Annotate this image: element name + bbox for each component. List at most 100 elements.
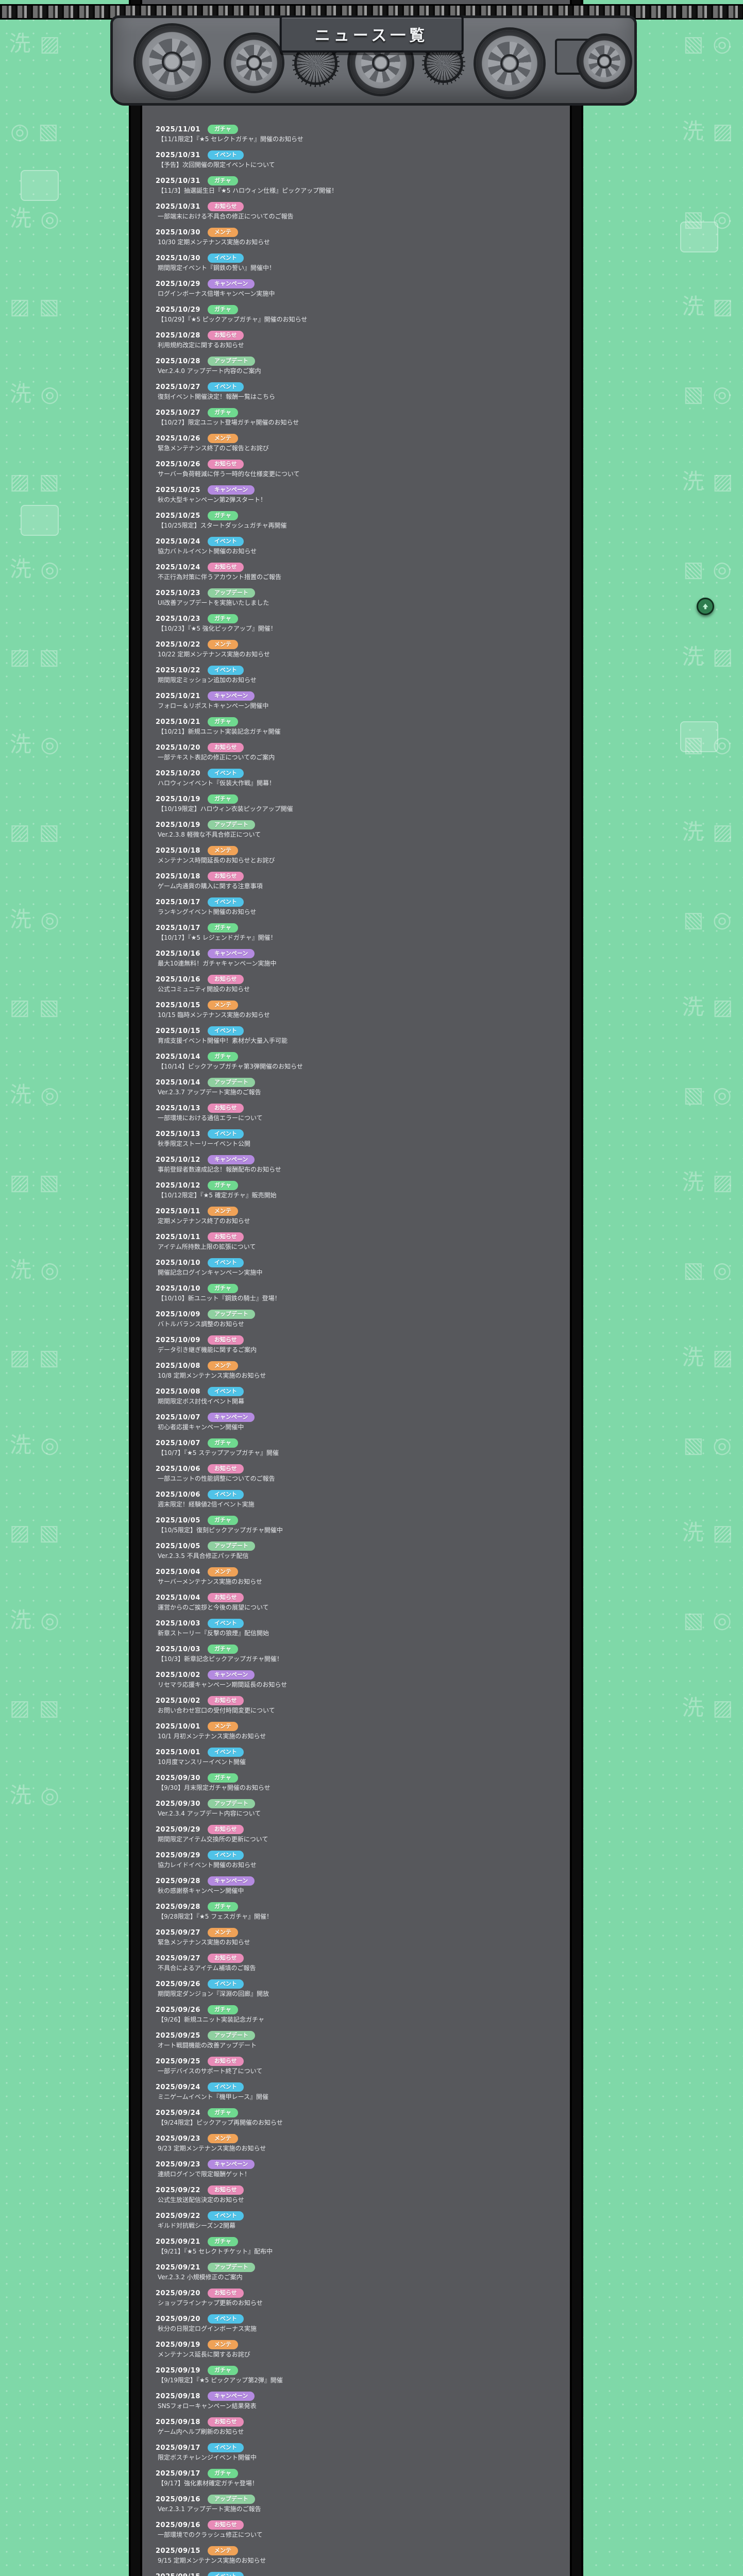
news-row[interactable]: 2025/10/17 ガチャ 【10/17】『★5 レジェンドガチャ』開催！ [156, 920, 561, 946]
news-title[interactable]: 一部デバイスのサポート終了について [158, 2067, 263, 2075]
news-row[interactable]: 2025/09/27 お知らせ 不具合によるアイテム補填のご報告 [156, 1951, 561, 1976]
news-row[interactable]: 2025/09/24 イベント ミニゲームイベント『機甲レース』開催 [156, 2079, 561, 2105]
news-title[interactable]: 週末限定！経験値2倍イベント実施 [158, 1501, 255, 1508]
news-title[interactable]: 初心者応援キャンペーン開催中 [158, 1423, 244, 1431]
news-row[interactable]: 2025/09/30 ガチャ 【9/30】月末限定ガチャ開催のお知らせ [156, 1770, 561, 1796]
news-title[interactable]: Ver.2.3.8 軽微な不具合修正について [158, 831, 261, 838]
news-title[interactable]: ショップラインナップ更新のお知らせ [158, 2299, 263, 2307]
news-row[interactable]: 2025/09/23 キャンペーン 連続ログインで限定報酬ゲット！ [156, 2157, 561, 2182]
news-title[interactable]: サーバーメンテナンス実施のお知らせ [158, 1578, 262, 1585]
news-title[interactable]: メンテナンス時間延長のお知らせとお詫び [158, 857, 275, 864]
news-row[interactable]: 2025/10/06 イベント 週末限定！経験値2倍イベント実施 [156, 1487, 561, 1513]
news-row[interactable]: 2025/10/01 イベント 10月度マンスリーイベント開催 [156, 1744, 561, 1770]
news-row[interactable]: 2025/10/14 アップデート Ver.2.3.7 アップデート実施のご報告 [156, 1075, 561, 1100]
news-row[interactable]: 2025/10/23 アップデート UI改善アップデートを実施いたしました [156, 585, 561, 611]
news-row[interactable]: 2025/09/29 お知らせ 期間限定アイテム交換所の更新について [156, 1822, 561, 1848]
news-title[interactable]: 一部ユニットの性能調整についてのご報告 [158, 1475, 275, 1482]
news-row[interactable]: 2025/10/09 お知らせ データ引き継ぎ機能に関するご案内 [156, 1332, 561, 1358]
news-title[interactable]: 一部テキスト表記の修正についてのご案内 [158, 754, 275, 761]
news-row[interactable]: 2025/09/18 お知らせ ゲーム内ヘルプ刷新のお知らせ [156, 2414, 561, 2440]
news-title[interactable]: Ver.2.3.5 不具合修正パッチ配信 [158, 1552, 249, 1560]
news-row[interactable]: 2025/10/05 ガチャ 【10/5限定】復刻ピックアップガチャ開催中 [156, 1513, 561, 1538]
news-row[interactable]: 2025/09/21 アップデート Ver.2.3.2 小規模修正のご案内 [156, 2260, 561, 2285]
news-title[interactable]: 復刻イベント開催決定！報酬一覧はこちら [158, 393, 276, 400]
news-title[interactable]: ハロウィンイベント『仮装大作戦』開幕！ [158, 779, 276, 787]
news-row[interactable]: 2025/09/17 イベント 限定ボスチャレンジイベント開催中 [156, 2440, 561, 2466]
news-row[interactable]: 2025/10/20 お知らせ 一部テキスト表記の修正についてのご案内 [156, 740, 561, 766]
news-row[interactable]: 2025/10/25 ガチャ 【10/25限定】スタートダッシュガチャ再開催 [156, 508, 561, 534]
news-title[interactable]: 10/22 定期メンテナンス実施のお知らせ [158, 651, 270, 658]
news-row[interactable]: 2025/10/12 キャンペーン 事前登録者数達成記念！報酬配布のお知らせ [156, 1152, 561, 1178]
news-title[interactable]: 【10/25限定】スタートダッシュガチャ再開催 [158, 522, 287, 529]
news-title[interactable]: 【9/26】新規ユニット実装記念ガチャ [158, 2016, 264, 2023]
news-title[interactable]: 育成支援イベント開催中！素材が大量入手可能 [158, 1037, 288, 1044]
news-row[interactable]: 2025/10/16 お知らせ 公式コミュニティ開設のお知らせ [156, 972, 561, 997]
news-title[interactable]: データ引き継ぎ機能に関するご案内 [158, 1346, 257, 1353]
news-row[interactable]: 2025/09/26 イベント 期間限定ダンジョン『深淵の回廊』開放 [156, 1976, 561, 2002]
news-row[interactable]: 2025/09/15イベント敬老の日記念イベント開催 [156, 2569, 561, 2576]
news-title[interactable]: 運営からのご挨拶と今後の展望について [158, 1604, 269, 1611]
news-row[interactable]: 2025/10/22 イベント 期間限定ミッション追加のお知らせ [156, 663, 561, 688]
news-row[interactable]: 2025/09/22 イベント ギルド対抗戦シーズン2開幕 [156, 2208, 561, 2234]
news-title[interactable]: 10/1 月初メンテナンス実施のお知らせ [158, 1733, 266, 1740]
news-title[interactable]: 【9/28限定】『★5 フェスガチャ』開催！ [158, 1913, 273, 1920]
news-title[interactable]: 9/15 定期メンテナンス実施のお知らせ [158, 2557, 266, 2564]
news-title[interactable]: 9/23 定期メンテナンス実施のお知らせ [158, 2145, 266, 2152]
news-title[interactable]: SNSフォローキャンペーン結果発表 [158, 2402, 257, 2410]
news-row[interactable]: 2025/10/27 ガチャ 【10/27】限定ユニット登場ガチャ開催のお知らせ [156, 405, 561, 431]
news-title[interactable]: リセマラ応援キャンペーン期間延長のお知らせ [158, 1681, 288, 1688]
news-title[interactable]: オート戦闘機能の改善アップデート [158, 2042, 257, 2049]
news-row[interactable]: 2025/11/01 ガチャ 【11/1限定】『★5 セレクトガチャ』開催のお知らせ [156, 122, 561, 147]
news-title[interactable]: バトルバランス調整のお知らせ [158, 1320, 244, 1328]
news-title[interactable]: 【9/21】『★5 セレクトチケット』配布中 [158, 2248, 273, 2255]
back-to-top-button[interactable] [697, 598, 714, 615]
news-title[interactable]: 【10/21】新規ユニット実装記念ガチャ開催 [158, 728, 281, 735]
news-title[interactable]: 協力レイドイベント開催のお知らせ [158, 1861, 257, 1869]
news-row[interactable]: 2025/10/26 メンテ 緊急メンテナンス終了のご報告とお詫び [156, 431, 561, 456]
news-title[interactable]: 【10/12限定】『★5 確定ガチャ』販売開始 [158, 1192, 277, 1199]
news-row[interactable]: 2025/10/07 キャンペーン 初心者応援キャンペーン開催中 [156, 1410, 561, 1435]
news-row[interactable]: 2025/10/29 キャンペーン ログインボーナス倍増キャンペーン実施中 [156, 276, 561, 302]
news-title[interactable]: 一部環境における通信エラーについて [158, 1114, 263, 1122]
news-row[interactable]: 2025/09/25 アップデート オート戦闘機能の改善アップデート [156, 2028, 561, 2054]
news-title[interactable]: ログインボーナス倍増キャンペーン実施中 [158, 290, 275, 297]
news-title[interactable]: 【10/10】新ユニット『鋼鉄の騎士』登場！ [158, 1295, 281, 1302]
news-title[interactable]: 最大10連無料！ガチャキャンペーン実施中 [158, 960, 277, 967]
news-row[interactable]: 2025/09/16 アップデート Ver.2.3.1 アップデート実施のご報告 [156, 2492, 561, 2517]
news-title[interactable]: 期間限定ミッション追加のお知らせ [158, 676, 257, 684]
news-row[interactable]: 2025/10/31 イベント 【予告】次回開催の限定イベントについて [156, 147, 561, 173]
news-title[interactable]: 公式生放送配信決定のお知らせ [158, 2196, 244, 2204]
news-row[interactable]: 2025/10/29 ガチャ 【10/29】『★5 ピックアップガチャ』開催のお知ら… [156, 302, 561, 328]
news-row[interactable]: 2025/09/25 お知らせ 一部デバイスのサポート終了について [156, 2054, 561, 2079]
news-title[interactable]: 【10/14】ピックアップガチャ第3弾開催のお知らせ [158, 1063, 303, 1070]
news-row[interactable]: 2025/10/02 キャンペーン リセマラ応援キャンペーン期間延長のお知らせ [156, 1667, 561, 1693]
news-row[interactable]: 2025/10/28 お知らせ 利用規約改定に関するお知らせ [156, 328, 561, 353]
news-row[interactable]: 2025/10/14 ガチャ 【10/14】ピックアップガチャ第3弾開催のお知らせ [156, 1049, 561, 1075]
news-row[interactable]: 2025/09/18 キャンペーン SNSフォローキャンペーン結果発表 [156, 2388, 561, 2414]
news-title[interactable]: 限定ボスチャレンジイベント開催中 [158, 2454, 257, 2461]
news-row[interactable]: 2025/10/17 イベント ランキングイベント開催のお知らせ [156, 894, 561, 920]
news-row[interactable]: 2025/10/24 イベント 協力バトルイベント開催のお知らせ [156, 534, 561, 560]
news-row[interactable]: 2025/10/01 メンテ 10/1 月初メンテナンス実施のお知らせ [156, 1719, 561, 1744]
news-title[interactable]: 【10/27】限定ユニット登場ガチャ開催のお知らせ [158, 419, 299, 426]
news-row[interactable]: 2025/10/05 アップデート Ver.2.3.5 不具合修正パッチ配信 [156, 1538, 561, 1564]
news-row[interactable]: 2025/10/13 イベント 秋季限定ストーリーイベント公開 [156, 1126, 561, 1152]
news-row[interactable]: 2025/09/27 メンテ 緊急メンテナンス実施のお知らせ [156, 1925, 561, 1951]
news-title[interactable]: 【9/19限定】『★5 ピックアップ第2弾』開催 [158, 2377, 283, 2384]
news-row[interactable]: 2025/10/03 イベント 新章ストーリー『反撃の狼煙』配信開始 [156, 1616, 561, 1641]
news-title[interactable]: 【9/17】強化素材確定ガチャ登場！ [158, 2480, 258, 2487]
news-title[interactable]: フォロー＆リポストキャンペーン開催中 [158, 702, 269, 709]
news-title[interactable]: メンテナンス延長に関するお詫び [158, 2351, 250, 2358]
news-title[interactable]: 秋の大型キャンペーン第2弾スタート！ [158, 496, 267, 503]
news-title[interactable]: 10/15 臨時メンテナンス実施のお知らせ [158, 1011, 270, 1019]
news-row[interactable]: 2025/10/27 イベント 復刻イベント開催決定！報酬一覧はこちら [156, 379, 561, 405]
news-title[interactable]: Ver.2.3.2 小規模修正のご案内 [158, 2274, 243, 2281]
news-row[interactable]: 2025/10/16 キャンペーン 最大10連無料！ガチャキャンペーン実施中 [156, 946, 561, 972]
news-title[interactable]: 期間限定ダンジョン『深淵の回廊』開放 [158, 1990, 269, 1997]
news-title[interactable]: 秋分の日限定ログインボーナス実施 [158, 2325, 257, 2332]
news-title[interactable]: 一部端末における不具合の修正についてのご報告 [158, 213, 294, 220]
news-row[interactable]: 2025/09/28 キャンペーン 秋の感謝祭キャンペーン開催中 [156, 1873, 561, 1899]
news-row[interactable]: 2025/09/22 お知らせ 公式生放送配信決定のお知らせ [156, 2182, 561, 2208]
news-title[interactable]: ゲーム内ヘルプ刷新のお知らせ [158, 2428, 244, 2435]
news-row[interactable]: 2025/10/20 イベント ハロウィンイベント『仮装大作戦』開幕！ [156, 766, 561, 791]
